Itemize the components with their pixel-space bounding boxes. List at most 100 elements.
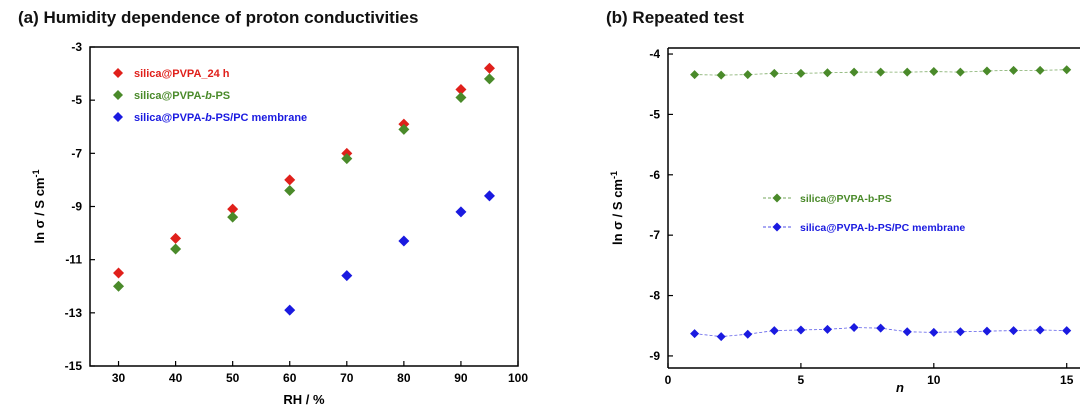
data-point	[170, 243, 182, 255]
data-point	[227, 203, 239, 215]
legend-marker	[113, 112, 123, 122]
data-point	[455, 206, 467, 218]
data-point	[455, 84, 467, 96]
y-axis-label-superscript: -1	[609, 171, 619, 179]
legend-marker	[113, 68, 123, 78]
x-tick-label: 30	[112, 371, 126, 385]
data-point	[1035, 325, 1045, 335]
y-axis-label-superscript: -1	[31, 170, 41, 178]
y-tick-label: -5	[71, 93, 82, 107]
chart-b-title: (b) Repeated test	[606, 8, 744, 27]
data-point	[796, 325, 806, 335]
data-point	[483, 62, 495, 74]
data-point	[398, 123, 410, 135]
legend-label-part: b	[205, 90, 212, 102]
legend-marker	[113, 90, 123, 100]
data-point	[483, 73, 495, 85]
data-point	[982, 326, 992, 336]
y-tick-label: -7	[649, 228, 660, 242]
y-tick-label: -11	[65, 253, 82, 267]
chart-b-x-axis-label: n	[896, 380, 904, 395]
x-tick-label: 90	[454, 371, 468, 385]
data-point	[690, 70, 700, 80]
data-point	[769, 326, 779, 336]
data-point	[929, 67, 939, 77]
data-point	[929, 327, 939, 337]
chart-a-x-axis-label: RH / %	[283, 392, 325, 407]
x-tick-label: 10	[927, 373, 941, 387]
data-point	[849, 323, 859, 333]
data-point	[796, 68, 806, 78]
y-axis-label-main: ln σ / S cm	[610, 179, 625, 245]
x-tick-label: 50	[226, 371, 240, 385]
legend-marker	[772, 193, 782, 203]
legend-label-part: silica@PVPA-	[134, 90, 205, 102]
chart-b-y-axis-label: ln σ / S cm-1	[609, 171, 625, 245]
x-tick-label: 15	[1060, 373, 1074, 387]
data-point	[955, 327, 965, 337]
data-point	[876, 323, 886, 333]
data-point	[822, 68, 832, 78]
data-point	[849, 67, 859, 77]
data-point	[284, 185, 296, 197]
data-point	[398, 235, 410, 247]
data-point	[743, 70, 753, 80]
data-point	[716, 70, 726, 80]
data-point	[341, 153, 353, 165]
y-tick-label: -8	[649, 289, 660, 303]
x-tick-label: 70	[340, 371, 354, 385]
data-point	[455, 92, 467, 104]
data-point	[284, 174, 296, 186]
chart-a-y-axis-label: ln σ / S cm-1	[31, 170, 47, 244]
legend-label: silica@PVPA-b-PS/PC membrane	[134, 112, 307, 124]
data-point	[876, 67, 886, 77]
y-tick-label: -5	[649, 107, 660, 121]
legend-label-part: silica@PVPA_24 h	[134, 68, 230, 80]
data-point	[769, 68, 779, 78]
legend-label-part: b	[205, 112, 212, 124]
data-point	[955, 67, 965, 77]
data-point	[1062, 326, 1072, 336]
y-tick-label: -6	[649, 168, 660, 182]
legend-label: silica@PVPA-b-PS/PC membrane	[800, 222, 965, 234]
x-tick-label: 80	[397, 371, 411, 385]
data-point	[902, 67, 912, 77]
x-tick-label: 0	[665, 373, 672, 387]
legend-label: silica@PVPA-b-PS	[800, 193, 892, 205]
y-tick-label: -9	[71, 200, 82, 214]
chart-a-title: (a) Humidity dependence of proton conduc…	[18, 8, 419, 27]
legend-label-part: -PS	[212, 90, 230, 102]
legend-marker	[772, 222, 782, 232]
legend-label-part: -PS/PC membrane	[212, 112, 307, 124]
data-point	[227, 211, 239, 223]
data-point	[284, 304, 296, 316]
data-point	[341, 270, 353, 282]
legend-label: silica@PVPA-b-PS	[134, 90, 230, 102]
data-point	[716, 332, 726, 342]
data-point	[483, 190, 495, 202]
y-tick-label: -15	[65, 359, 83, 373]
legend-label: silica@PVPA_24 h	[134, 68, 230, 80]
data-point	[743, 329, 753, 339]
x-tick-label: 100	[508, 371, 528, 385]
y-tick-label: -13	[65, 306, 83, 320]
data-point	[982, 66, 992, 76]
legend-label-part: silica@PVPA-	[134, 112, 205, 124]
data-point	[822, 324, 832, 334]
x-tick-label: 5	[798, 373, 805, 387]
data-point	[690, 329, 700, 339]
x-tick-label: 60	[283, 371, 297, 385]
data-point	[902, 327, 912, 337]
y-tick-label: -3	[71, 40, 82, 54]
data-point	[1009, 65, 1019, 75]
y-tick-label: -4	[649, 47, 660, 61]
data-point	[113, 267, 125, 279]
data-point	[170, 232, 182, 244]
data-point	[1035, 65, 1045, 75]
data-point	[113, 280, 125, 292]
x-tick-label: 40	[169, 371, 183, 385]
y-axis-label-main: ln σ / S cm	[32, 178, 47, 244]
data-point	[1062, 65, 1072, 75]
y-tick-label: -7	[71, 146, 82, 160]
